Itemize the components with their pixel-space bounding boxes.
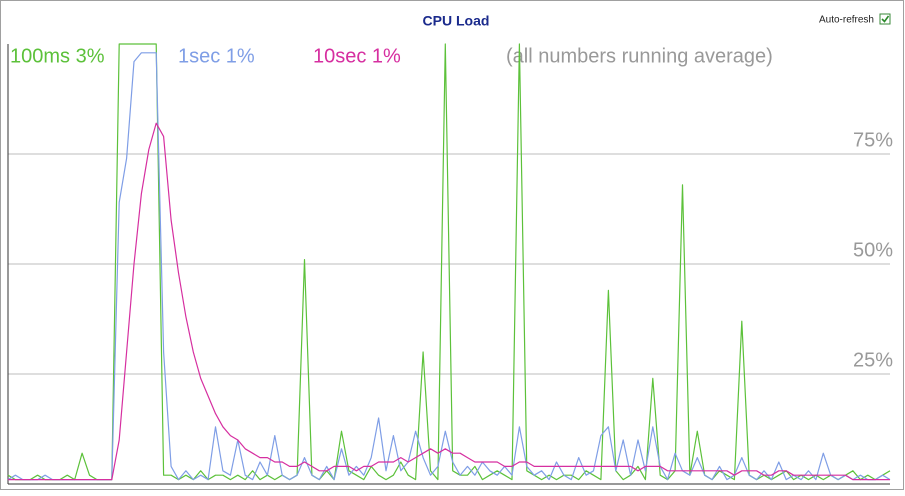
auto-refresh-label: Auto-refresh — [819, 15, 874, 26]
series-line — [8, 122, 890, 481]
series-line — [7, 52, 891, 481]
legend-label: 100ms 3% — [10, 45, 105, 67]
series-line — [7, 43, 891, 481]
chart-title: CPU Load — [423, 13, 490, 29]
checkbox-check[interactable] — [881, 15, 890, 23]
note: (all numbers running average) — [506, 45, 773, 67]
auto-refresh-checkbox[interactable] — [879, 13, 891, 25]
legend-label: 1sec 1% — [178, 45, 255, 67]
checkbox-box[interactable] — [879, 13, 891, 25]
legend-label: 10sec 1% — [313, 45, 401, 67]
y-tick-label: 25% — [853, 349, 893, 371]
y-tick-label: 75% — [853, 129, 893, 151]
y-tick-label: 50% — [853, 239, 893, 261]
